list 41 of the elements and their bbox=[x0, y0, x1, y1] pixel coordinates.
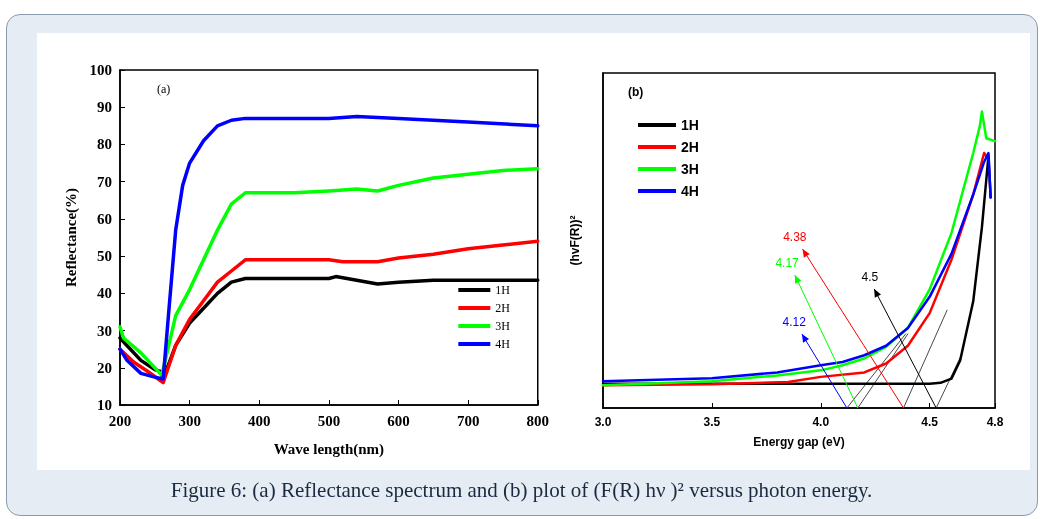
x-tick-label: 3.0 bbox=[594, 415, 612, 429]
caption: Figure 6: (a) Reflectance spectrum and (b) plot of (F(R) hν )² versus photon energy. bbox=[169, 478, 874, 503]
x-tick-label: 400 bbox=[248, 412, 271, 429]
legend-label: 1H bbox=[681, 117, 699, 133]
x-tick-label: 4.5 bbox=[921, 415, 939, 429]
annotation: 4.12 bbox=[782, 315, 807, 329]
x-tick-label: 500 bbox=[317, 412, 341, 429]
legend-label: 4H bbox=[681, 183, 699, 199]
y-axis-title: Reflectance(%) bbox=[63, 187, 81, 288]
legend-label: 2H bbox=[681, 139, 699, 155]
chart-title: (b) bbox=[628, 85, 644, 99]
y-tick-label: 70 bbox=[97, 173, 112, 190]
legend-label: 2H bbox=[495, 301, 511, 315]
x-tick-label: 4.0 bbox=[812, 415, 830, 429]
text: (a) bbox=[157, 82, 171, 96]
x-axis-title: Wave length(nm) bbox=[273, 440, 385, 458]
y-tick-label: 50 bbox=[97, 248, 112, 265]
legend-label: 3H bbox=[681, 161, 699, 177]
x-axis-title: Energy gap (eV) bbox=[753, 435, 845, 449]
annotation: 4.17 bbox=[775, 256, 800, 270]
annotation: 4.5 bbox=[861, 270, 879, 284]
y-tick-label: 100 bbox=[89, 62, 112, 78]
y-axis-title: (hvF(R))² bbox=[568, 215, 582, 266]
annotation: 4.38 bbox=[783, 230, 807, 244]
x-tick-label: 3.5 bbox=[703, 415, 721, 429]
legend-label: 4H bbox=[495, 337, 511, 351]
x-tick-label: 700 bbox=[456, 412, 480, 429]
x-tick-label: 4.8 bbox=[986, 415, 1004, 429]
y-tick-label: 40 bbox=[97, 285, 112, 302]
y-tick-label: 60 bbox=[97, 210, 112, 227]
legend-label: 3H bbox=[495, 319, 511, 333]
x-tick-label: 200 bbox=[108, 412, 132, 429]
x-tick-label: 800 bbox=[526, 412, 549, 429]
y-tick-label: 20 bbox=[97, 359, 112, 376]
x-tick-label: 600 bbox=[387, 412, 410, 429]
legend-label: 1H bbox=[495, 283, 511, 297]
x-tick-label: 300 bbox=[178, 412, 201, 429]
y-tick-label: 10 bbox=[97, 397, 112, 413]
y-tick-label: 90 bbox=[97, 99, 112, 116]
y-tick-label: 30 bbox=[97, 322, 112, 339]
y-tick-label: 80 bbox=[97, 136, 112, 153]
